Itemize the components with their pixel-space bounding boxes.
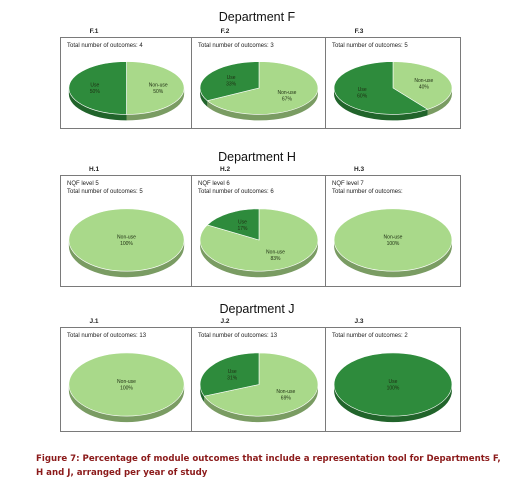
slice-label-percent: 100% bbox=[120, 386, 133, 392]
panel-department-j: Total number of outcomes: 13 Non-use 100%… bbox=[60, 327, 461, 432]
pie-slice-non-use bbox=[203, 352, 319, 417]
chart-label-j2: J.2 bbox=[220, 318, 230, 325]
slice-label-percent: 60% bbox=[357, 93, 368, 99]
slice-label-percent: 100% bbox=[120, 241, 133, 247]
chart-cell-f2: Total number of outcomes: 3 Non-use 67% Us… bbox=[192, 38, 326, 128]
chart-label-h2: H.2 bbox=[219, 166, 231, 173]
slice-label-category: Non-use bbox=[117, 379, 136, 385]
pie-slice-non-use bbox=[392, 61, 453, 110]
panel-department-f: Total number of outcomes: 4 Non-use 50% Us… bbox=[60, 37, 461, 129]
chart-label-f3: F.3 bbox=[354, 28, 364, 35]
slice-label-percent: 100% bbox=[387, 386, 400, 392]
pie-slice-non-use bbox=[126, 61, 185, 115]
pie-slice-non-use bbox=[68, 208, 185, 272]
chart-cell-h3: NQF level 7 Total number of outcomes: No… bbox=[326, 176, 460, 286]
slice-label-percent: 50% bbox=[90, 89, 101, 95]
pie-slice-non-use bbox=[206, 61, 319, 115]
outcome-count-text: Total number of outcomes: 3 bbox=[198, 43, 274, 49]
pie-side-non-use bbox=[427, 88, 452, 116]
slice-label-category: Use bbox=[227, 75, 236, 81]
outcome-count-text: Total number of outcomes: 4 bbox=[67, 43, 143, 49]
slice-label-percent: 31% bbox=[227, 376, 238, 382]
chart-cell-h2: NQF level 6 Total number of outcomes: 6 … bbox=[192, 176, 326, 286]
nqf-level-text: NQF level 5 bbox=[67, 181, 99, 187]
chart-label-j1: J.1 bbox=[89, 318, 99, 325]
chart-label-h1: H.1 bbox=[88, 166, 100, 173]
slice-label-percent: 50% bbox=[153, 89, 164, 95]
pie-slice-non-use bbox=[333, 208, 453, 272]
pie-slice-use bbox=[68, 61, 127, 115]
pie-side-non-use bbox=[68, 240, 185, 278]
slice-label-category: Non-use bbox=[266, 249, 285, 255]
pie-side-non-use bbox=[204, 384, 318, 423]
department-title-j: Department J bbox=[219, 302, 295, 316]
outcome-count-text: Total number of outcomes: 13 bbox=[67, 333, 147, 339]
pie-slice-use bbox=[199, 352, 260, 397]
slice-label-category: Use bbox=[358, 87, 367, 93]
chart-label-f2: F.2 bbox=[220, 28, 230, 35]
slice-label-category: Non-use bbox=[277, 90, 296, 96]
outcome-count-text: Total number of outcomes: 13 bbox=[198, 333, 278, 339]
pie-side-non-use bbox=[334, 240, 452, 278]
outcome-count-text: Total number of outcomes: 5 bbox=[332, 43, 408, 49]
pie-side-use bbox=[334, 88, 428, 121]
chart-label-j3: J.3 bbox=[354, 318, 364, 325]
chart-cell-j1: Total number of outcomes: 13 Non-use 100% bbox=[61, 328, 192, 431]
nqf-level-text: NQF level 6 bbox=[198, 181, 230, 187]
slice-label-percent: 17% bbox=[237, 226, 248, 232]
outcome-count-text: Total number of outcomes: 5 bbox=[67, 189, 143, 195]
chart-cell-j2: Total number of outcomes: 13 Non-use 69% U… bbox=[192, 328, 326, 431]
chart-cell-j3: Total number of outcomes: 2 Use 100% bbox=[326, 328, 460, 431]
slice-label-percent: 83% bbox=[271, 256, 282, 262]
department-title-h: Department H bbox=[218, 150, 296, 164]
slice-label-category: Use bbox=[238, 220, 247, 226]
nqf-level-text: NQF level 7 bbox=[332, 181, 364, 187]
pie-side-non-use bbox=[200, 240, 318, 278]
slice-label-category: Non-use bbox=[276, 389, 295, 395]
chart-label-h3: H.3 bbox=[353, 166, 365, 173]
chart-label-f1: F.1 bbox=[89, 28, 99, 35]
chart-cell-h1: NQF level 5 Total number of outcomes: 5 … bbox=[61, 176, 192, 286]
pie-side-use bbox=[334, 384, 452, 423]
slice-label-category: Non-use bbox=[384, 235, 403, 241]
outcome-count-text: Total number of outcomes: bbox=[332, 189, 403, 195]
outcome-count-text: Total number of outcomes: 6 bbox=[198, 189, 274, 195]
outcome-count-text: Total number of outcomes: 2 bbox=[332, 333, 408, 339]
slice-label-category: Use bbox=[389, 379, 398, 385]
pie-slice-non-use bbox=[68, 352, 185, 417]
slice-label-percent: 33% bbox=[226, 82, 237, 88]
pie-side-non-use bbox=[68, 384, 185, 423]
pie-slice-use bbox=[333, 61, 429, 115]
chart-cell-f1: Total number of outcomes: 4 Non-use 50% Us… bbox=[61, 38, 192, 128]
slice-label-percent: 67% bbox=[282, 96, 293, 102]
slice-label-category: Use bbox=[90, 83, 99, 89]
slice-label-category: Non-use bbox=[414, 78, 433, 84]
slice-label-category: Non-use bbox=[117, 235, 136, 241]
slice-label-category: Use bbox=[228, 369, 237, 375]
department-title-f: Department F bbox=[218, 10, 296, 24]
slice-label-category: Non-use bbox=[149, 83, 168, 89]
pie-slice-use bbox=[206, 208, 260, 241]
pie-slice-use bbox=[199, 61, 260, 102]
figure-caption: Figure 7: Percentage of module outcomes … bbox=[36, 454, 501, 478]
chart-cell-f3: Total number of outcomes: 5 Non-use 40% Us… bbox=[326, 38, 460, 128]
slice-label-percent: 100% bbox=[387, 241, 400, 247]
pie-slice-use bbox=[333, 352, 453, 417]
slice-label-percent: 69% bbox=[281, 395, 292, 401]
slice-label-percent: 40% bbox=[419, 85, 430, 91]
panel-department-h: NQF level 5 Total number of outcomes: 5 … bbox=[60, 175, 461, 287]
